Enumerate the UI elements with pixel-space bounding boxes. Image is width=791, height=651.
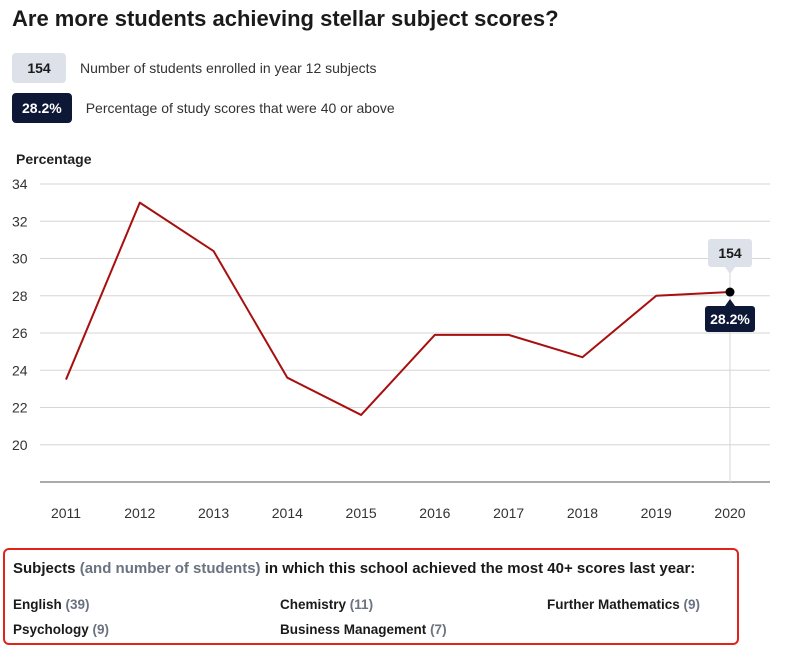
subject-name: Chemistry xyxy=(280,597,347,612)
subject-name: Business Management xyxy=(280,622,427,637)
y-tick-label: 28 xyxy=(12,288,28,304)
subjects-heading: Subjects (and number of students) in whi… xyxy=(13,560,695,577)
x-tick-label: 2012 xyxy=(124,505,155,521)
subjects-heading-muted: (and number of students) xyxy=(79,560,261,577)
students-legend-text: Number of students enrolled in year 12 s… xyxy=(80,60,377,76)
x-tick-label: 2015 xyxy=(346,505,377,521)
y-tick-label: 22 xyxy=(12,400,28,416)
y-axis-label: Percentage xyxy=(16,151,92,167)
percentage-legend-text: Percentage of study scores that were 40 … xyxy=(85,100,395,116)
subject-count: (9) xyxy=(92,622,110,637)
subject-count: (7) xyxy=(430,622,447,637)
students-badge: 154 xyxy=(12,53,66,83)
chart-title: Are more students achieving stellar subj… xyxy=(12,6,559,31)
percentage-badge: 28.2% xyxy=(12,93,72,123)
x-tick-label: 2019 xyxy=(641,505,672,521)
subject-count: (39) xyxy=(65,597,90,612)
line-chart: 20 22 24 26 28 30 32 34 2011 2012 2013 2014 2015 2016… xyxy=(12,176,770,521)
subject-item: Psychology (9) xyxy=(13,622,109,637)
y-tick-label: 26 xyxy=(12,325,28,341)
subject-count: (9) xyxy=(683,597,701,612)
y-tick-label: 24 xyxy=(12,362,28,378)
legend-percentage: 28.2% Percentage of study scores that we… xyxy=(12,93,395,123)
x-tick-label: 2016 xyxy=(419,505,450,521)
subject-name: Further Mathematics xyxy=(547,597,680,612)
callout-percentage-box xyxy=(705,306,755,333)
subject-name: Psychology xyxy=(13,622,89,637)
subjects-panel: Subjects (and number of students) in whi… xyxy=(3,548,739,645)
subject-item: English (39) xyxy=(13,597,90,612)
subject-item: Business Management (7) xyxy=(280,622,447,637)
series-line xyxy=(65,201,731,416)
callout-students-label: 154 xyxy=(718,245,742,261)
y-tick-label: 34 xyxy=(12,176,28,192)
x-tick-label: 2011 xyxy=(51,505,81,521)
y-tick-label: 20 xyxy=(12,437,28,453)
x-tick-label: 2017 xyxy=(493,505,524,521)
y-tick-label: 32 xyxy=(12,213,28,229)
x-tick-label: 2013 xyxy=(198,505,229,521)
y-tick-label: 30 xyxy=(12,251,28,267)
callout-students-pointer xyxy=(725,267,735,275)
x-tick-label: 2018 xyxy=(567,505,598,521)
data-point xyxy=(725,287,735,297)
subject-item: Further Mathematics (9) xyxy=(547,597,700,612)
callout-percentage-pointer xyxy=(725,299,735,307)
x-tick-label: 2014 xyxy=(272,505,303,521)
callout-percentage-label: 28.2% xyxy=(710,311,750,327)
subject-item: Chemistry (11) xyxy=(280,597,373,612)
subject-name: English xyxy=(13,597,62,612)
legend-students: 154 Number of students enrolled in year … xyxy=(12,53,377,83)
subjects-heading-start: Subjects xyxy=(13,560,76,577)
subjects-heading-end: in which this school achieved the most 4… xyxy=(264,560,696,577)
subject-count: (11) xyxy=(349,597,374,612)
x-tick-label: 2020 xyxy=(714,505,745,521)
callout-students-box xyxy=(708,239,752,268)
